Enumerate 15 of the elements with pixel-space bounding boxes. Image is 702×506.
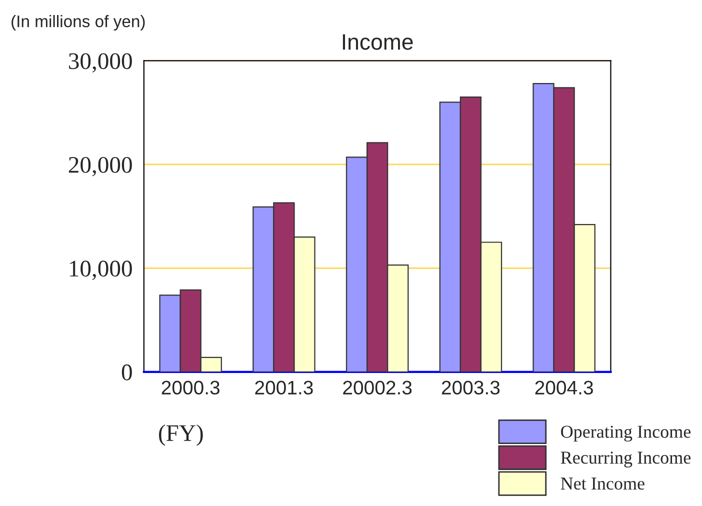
y-tick-label: 30,000 — [68, 53, 132, 73]
text: (In millions of yen) — [12, 15, 145, 31]
y-tick-label: 20,000 — [68, 156, 132, 176]
x-tick-label: 20002.3 — [343, 380, 412, 395]
legend-label: Recurring Income — [560, 452, 691, 468]
legend-label: Net Income — [560, 478, 644, 490]
legend-label: Operating Income — [561, 426, 691, 442]
chart-title: Income — [342, 34, 413, 50]
x-tick-label: 2004.3 — [535, 380, 593, 395]
x-tick-label: 2001.3 — [255, 380, 313, 395]
y-tick-label: 10,000 — [70, 260, 132, 280]
x-axis-title: (FY) — [158, 424, 203, 446]
y-tick-label: 0 — [122, 364, 132, 380]
x-tick-label: 2003.3 — [442, 380, 500, 395]
x-tick-label: 2000.3 — [162, 380, 220, 395]
